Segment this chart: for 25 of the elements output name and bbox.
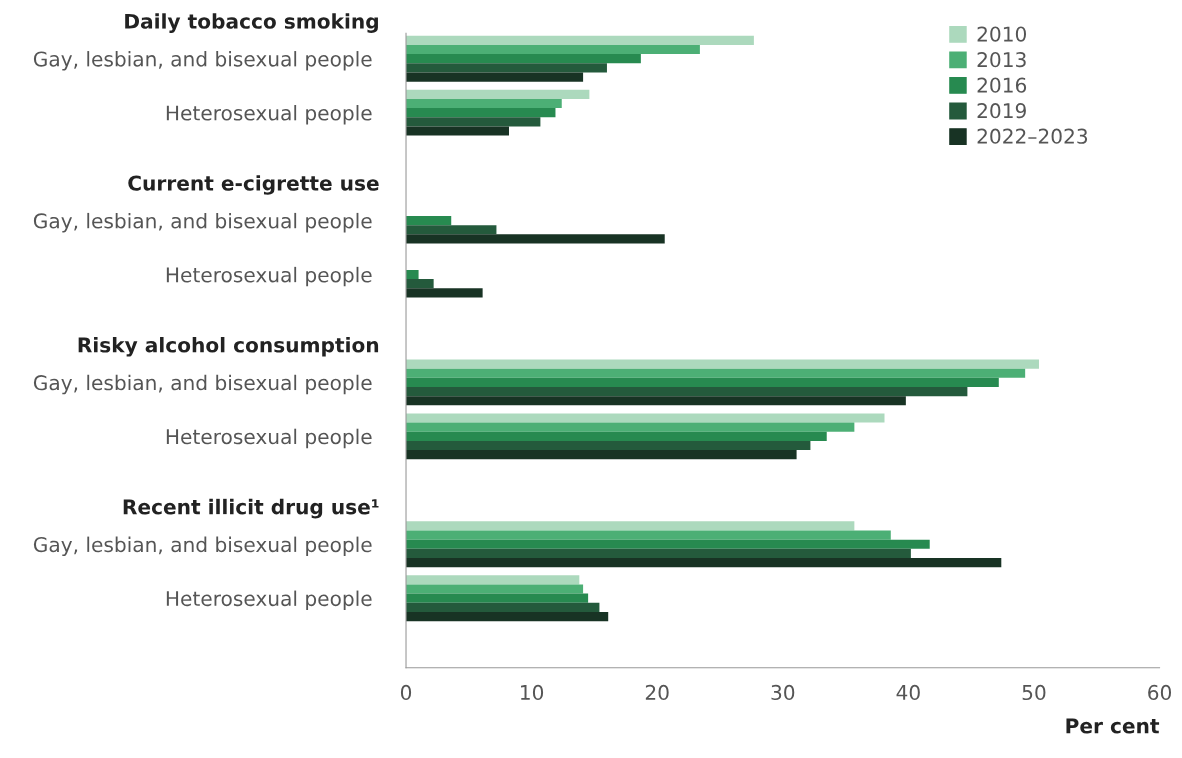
y-tick-label: Heterosexual people [166,590,372,611]
y-tick-label: Gay, lesbian, and bisexual people [33,374,372,395]
legend-label: 2016 [977,77,1027,93]
text: Daily tobacco smoking [125,13,378,33]
y-tick-label: Gay, lesbian, and bisexual people [33,51,372,71]
x-tick-label: 30 [771,684,795,701]
legend-label: 2013 [977,51,1026,68]
x-tick-label: 10 [521,684,544,701]
y-tick-label: Heterosexual people [166,266,372,287]
y-tick-label: Gay, lesbian, and bisexual people [33,212,372,233]
text: Risky alcohol consumption [78,336,379,357]
x-tick-label: 40 [896,684,920,701]
y-tick-label: Gay, lesbian, and bisexual people [33,536,372,557]
text: Recent illicit drug use¹ [123,498,379,519]
x-tick-label: 50 [1022,684,1046,701]
legend-label: 2019 [977,103,1026,119]
y-tick-label: Heterosexual people [166,428,372,449]
y-tick-label: Heterosexual people [166,105,372,125]
x-tick-label: 60 [1148,684,1172,701]
x-tick-label: 20 [645,684,669,701]
text: Current e-cigrette use [128,175,379,195]
x-tick-label: 0 [400,684,412,701]
legend-label: 2010 [977,26,1027,42]
x-axis-title: Per cent [1066,718,1160,734]
legend-label: 2022–2023 [977,128,1088,144]
